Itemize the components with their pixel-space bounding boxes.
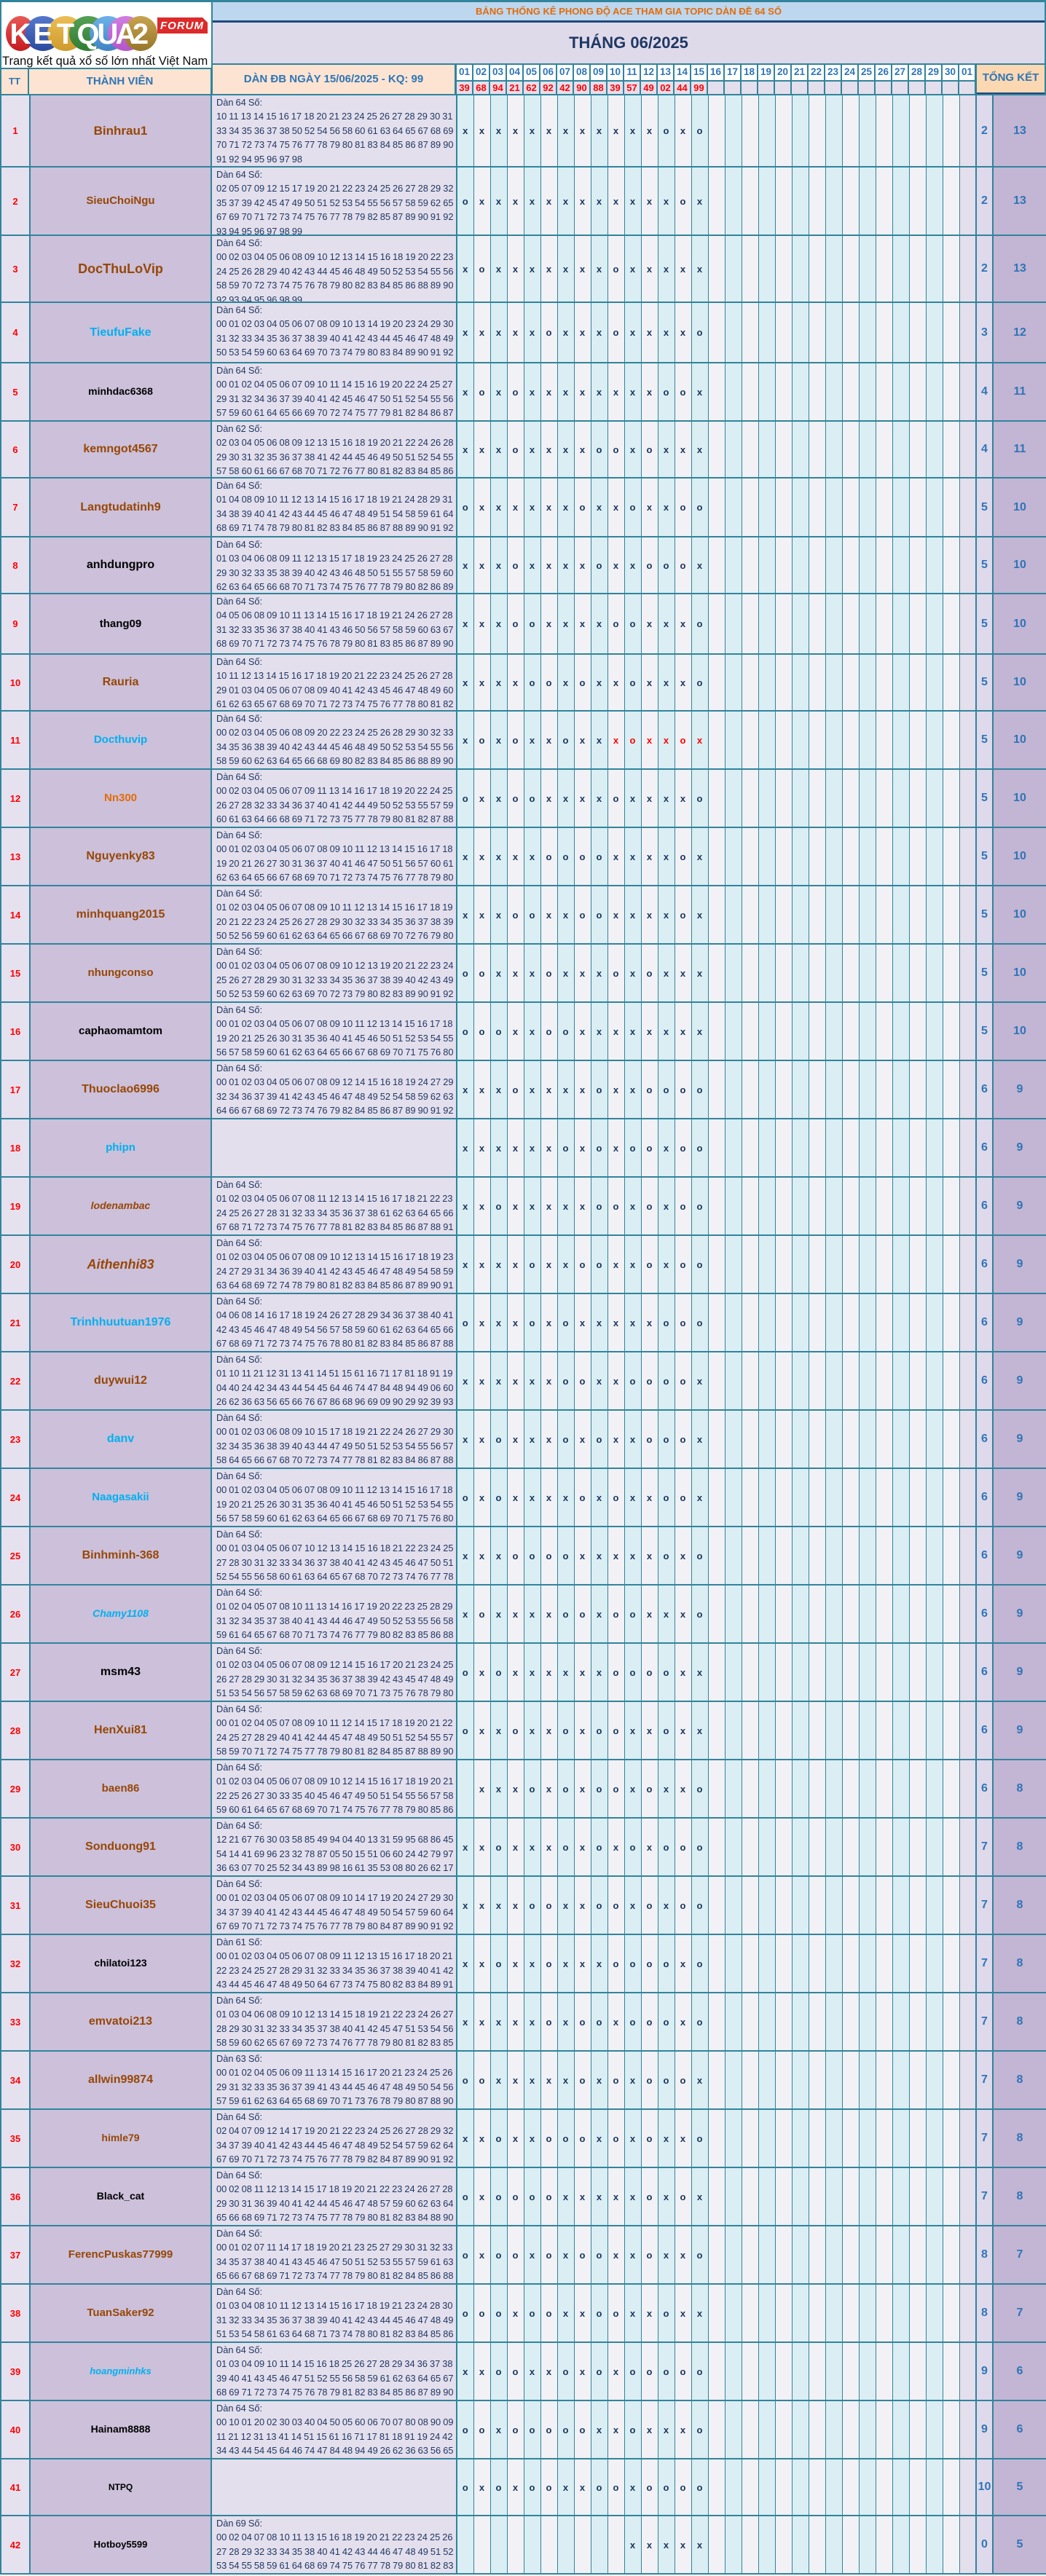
svg-text:A: A xyxy=(116,18,137,50)
svg-text:K: K xyxy=(10,18,31,50)
svg-text:U: U xyxy=(98,18,119,50)
svg-text:T: T xyxy=(57,18,74,50)
svg-text:Trang kết quả xổ số lớn nhất V: Trang kết quả xổ số lớn nhất Việt Nam xyxy=(2,55,208,68)
svg-text:2: 2 xyxy=(133,18,149,50)
svg-text:FORUM: FORUM xyxy=(160,20,204,32)
svg-text:Q: Q xyxy=(76,18,99,50)
svg-text:E: E xyxy=(34,18,53,50)
